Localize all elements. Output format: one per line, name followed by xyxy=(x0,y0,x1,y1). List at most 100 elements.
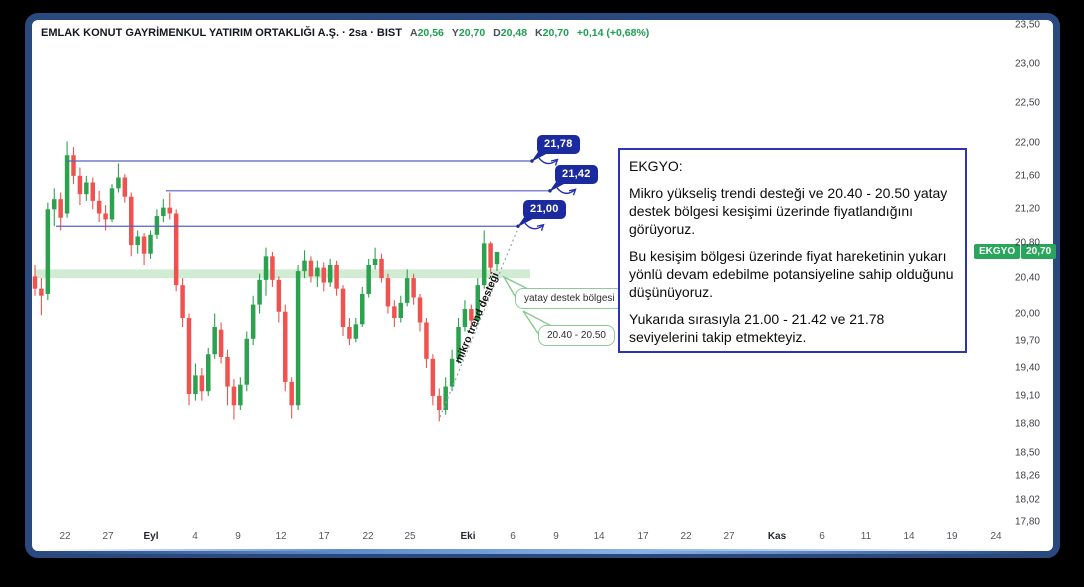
date-tick-label: 19 xyxy=(946,531,958,542)
analysis-note[interactable]: EKGYO: Mikro yükseliş trendi desteği ve … xyxy=(618,148,967,353)
support-range-bubble-label: 20.40 - 20.50 xyxy=(547,330,606,341)
date-tick-label: 17 xyxy=(318,531,330,542)
curved-arrow-head xyxy=(550,158,559,166)
price-tick-label: 22,50 xyxy=(1014,97,1040,109)
price-tick-label: 21,20 xyxy=(1014,203,1040,215)
candle-body xyxy=(494,251,500,265)
support-band[interactable] xyxy=(35,269,530,279)
candle-body xyxy=(385,278,391,307)
price-callout-label: 21,78 xyxy=(544,138,573,150)
candle-body xyxy=(283,311,288,382)
analysis-paragraph: Yukarıda sırasıyla 21.00 - 21.42 ve 21.7… xyxy=(629,311,885,345)
candle-body xyxy=(116,177,121,189)
candle-body xyxy=(32,276,38,289)
candle-body xyxy=(154,216,160,235)
candle-body xyxy=(321,267,327,283)
candle-body xyxy=(437,395,442,411)
price-callout-21-42[interactable]: 21,42 xyxy=(555,164,598,184)
candle-body xyxy=(122,177,128,197)
candle-body xyxy=(398,302,404,319)
month-tick-label: Kas xyxy=(767,531,787,542)
candle-body xyxy=(58,199,63,218)
analysis-paragraph: Mikro yükseliş trendi desteği ve 20.40 -… xyxy=(629,185,948,237)
curved-arrow-head xyxy=(568,188,577,196)
price-tick-label: 20,00 xyxy=(1014,308,1040,320)
candle-body xyxy=(186,318,192,395)
support-zone-bubble-label: yatay destek bölgesi xyxy=(524,293,615,304)
candle-body xyxy=(475,285,481,321)
support-zone-bubble[interactable]: yatay destek bölgesi xyxy=(515,288,624,309)
candle-body xyxy=(206,354,211,392)
support-range-bubble[interactable]: 20.40 - 20.50 xyxy=(538,325,615,346)
curved-arrow-head xyxy=(536,223,545,231)
candle-body xyxy=(129,196,134,246)
price-callout-21-78[interactable]: 21,78 xyxy=(537,135,580,154)
candle-body xyxy=(77,175,83,195)
analysis-title: EKGYO: xyxy=(629,158,683,174)
candle-body xyxy=(180,285,185,319)
candle-body xyxy=(103,213,108,220)
candle-body xyxy=(52,199,57,210)
price-tick-label: 23,00 xyxy=(1014,58,1040,69)
price-callout-label: 21,42 xyxy=(562,167,591,180)
price-callout-21-00[interactable]: 21,00 xyxy=(523,200,566,220)
candle-body xyxy=(263,256,269,280)
candle-body xyxy=(404,278,410,303)
candle-body xyxy=(289,381,294,406)
candle-body xyxy=(302,260,307,272)
candle-body xyxy=(257,279,262,305)
candle-body xyxy=(71,155,76,176)
date-tick-label: 14 xyxy=(593,531,605,542)
price-tick-label: 19,40 xyxy=(1014,362,1040,374)
candle-body xyxy=(360,293,365,325)
candle-body xyxy=(231,386,237,406)
candle-body xyxy=(456,327,461,359)
candle-body xyxy=(109,188,115,220)
ticker-symbol: EKGYO xyxy=(974,243,1021,259)
price-tick-label: 17,80 xyxy=(1014,516,1040,528)
change-value: +0,14 (+0,68%) xyxy=(576,27,650,39)
candle-body xyxy=(424,322,429,359)
candle-body xyxy=(392,306,397,319)
candle-body xyxy=(84,182,89,195)
candle-body xyxy=(347,327,352,339)
candle-body xyxy=(167,207,173,214)
price-tick-label: 23,50 xyxy=(1014,19,1040,31)
candle-body xyxy=(417,297,423,323)
candle-body xyxy=(462,309,468,328)
symbol-title[interactable]: EMLAK KONUT GAYRİMENKUL YATIRIM ORTAKLIĞ… xyxy=(41,27,402,39)
date-tick-label: 9 xyxy=(553,531,559,542)
close-value: K20,70 xyxy=(535,27,569,39)
candle-body xyxy=(161,207,166,217)
candle-body xyxy=(366,265,371,294)
candle-body xyxy=(488,243,493,268)
date-tick-label: 6 xyxy=(510,531,516,542)
candle-body xyxy=(212,327,217,355)
curved-arrow-icon xyxy=(538,157,558,165)
candle-body xyxy=(340,288,346,328)
date-tick-label: 6 xyxy=(819,531,825,542)
price-tick-label: 20,40 xyxy=(1014,272,1040,284)
candle-body xyxy=(308,260,314,277)
candle-body xyxy=(218,329,224,357)
candle-body xyxy=(135,236,140,246)
candle-body xyxy=(250,304,256,339)
candle-body xyxy=(173,213,179,286)
candle-body xyxy=(199,375,205,392)
candle-body xyxy=(315,267,320,277)
ticker-price: 20,70 xyxy=(1021,243,1057,259)
price-tick-label: 21,60 xyxy=(1014,170,1040,182)
date-tick-label: 22 xyxy=(362,531,374,542)
candle-body xyxy=(443,386,448,411)
candle-body xyxy=(141,236,147,254)
trend-line[interactable] xyxy=(439,230,518,418)
date-tick-label: 24 xyxy=(990,531,1002,542)
date-tick-label: 27 xyxy=(723,531,735,542)
candle-body xyxy=(379,258,384,279)
candle-body xyxy=(430,358,436,396)
month-tick-label: Eyl xyxy=(143,531,159,542)
candle-body xyxy=(96,200,102,214)
candle-body xyxy=(469,309,474,321)
price-callout-label: 21,00 xyxy=(530,203,559,216)
